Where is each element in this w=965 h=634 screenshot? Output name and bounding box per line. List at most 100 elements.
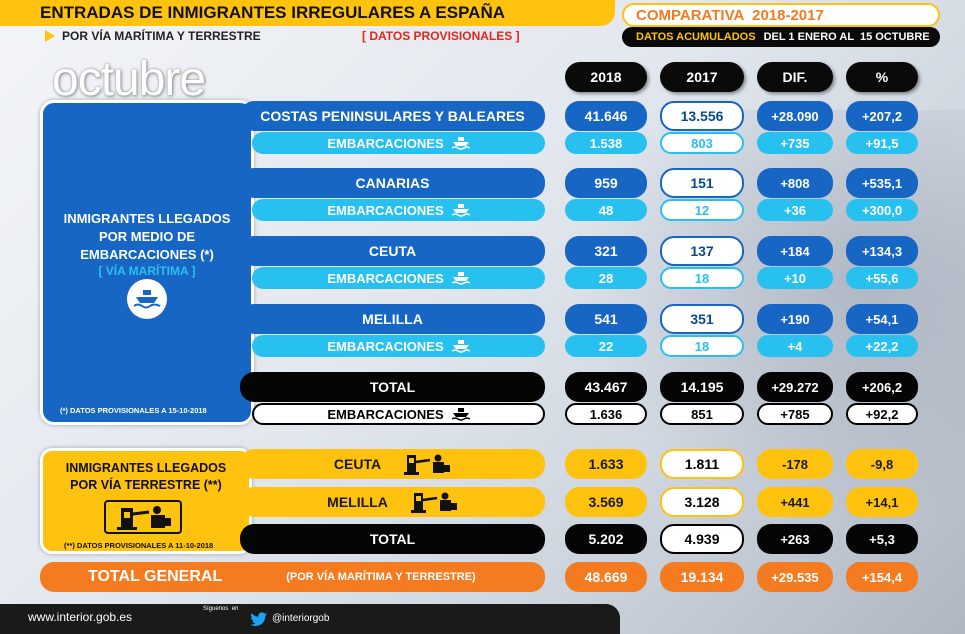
ceuta-dif: +184 — [757, 236, 833, 266]
month-label: octubre — [52, 53, 206, 106]
ceuta-t-2017: 1.811 — [660, 449, 744, 479]
ceuta-t-2018: 1.633 — [565, 449, 647, 479]
footer-follow: Síguenos en — [203, 606, 239, 612]
col-dif: DIF. — [757, 62, 833, 92]
total-mar-pct: +206,2 — [846, 372, 918, 402]
ceuta-t-label: CEUTA — [333, 456, 382, 472]
total-t-2018: 5.202 — [565, 524, 647, 554]
melilla-label: MELILLA — [362, 311, 423, 327]
melilla-emb-dif: +4 — [757, 335, 833, 357]
melilla-emb-pct: +22,2 — [846, 335, 918, 357]
row-label-melilla: MELILLA — [240, 304, 545, 334]
canarias-emb-label: EMBARCACIONES — [327, 202, 444, 218]
melilla-2017: 351 — [660, 304, 744, 334]
melilla-pct: +54,1 — [846, 304, 918, 334]
costas-label: COSTAS PENINSULARES Y BALEARES — [260, 108, 525, 124]
title-bar — [0, 0, 615, 26]
ceuta-emb-2018: 28 — [565, 267, 647, 289]
total-mar-2017: 14.195 — [660, 372, 744, 402]
canarias-2018: 959 — [565, 168, 647, 198]
border-crossing-icon — [404, 454, 451, 475]
general-dif: +29.535 — [757, 562, 833, 592]
total-mar-emb-2017: 851 — [660, 403, 744, 425]
ceuta-2018: 321 — [565, 236, 647, 266]
costas-emb-2018: 1.538 — [565, 132, 647, 154]
border-crossing-icon — [104, 500, 182, 534]
canarias-emb-pct: +300,0 — [846, 199, 918, 221]
boat-icon — [451, 340, 470, 353]
maritime-panel — [40, 100, 254, 425]
land-note: (**) DATOS PROVISIONALES A 11-10-2018 — [64, 541, 214, 550]
total-t-pct: +5,3 — [846, 524, 918, 554]
page-title: ENTRADAS DE INMIGRANTES IRREGULARES A ES… — [40, 3, 506, 22]
total-mar-emb-label: EMBARCACIONES — [327, 406, 444, 422]
ceuta-emb-pct: +55,6 — [846, 267, 918, 289]
canarias-dif: +808 — [757, 168, 833, 198]
melilla-2018: 541 — [565, 304, 647, 334]
footer-handle[interactable]: @interiorgob — [272, 613, 330, 624]
boat-icon — [451, 204, 470, 217]
maritime-title: INMIGRANTES LLEGADOS POR MEDIO DE EMBARC… — [63, 211, 231, 262]
comparativa-label: COMPARATIVA 2018-2017 — [636, 6, 824, 24]
canarias-pct: +535,1 — [846, 168, 918, 198]
total-mar-emb-pct: +92,2 — [846, 403, 918, 425]
total-mar-emb-dif: +785 — [757, 403, 833, 425]
ceuta-t-pct: -9,8 — [846, 449, 918, 479]
total-mar-label: TOTAL — [369, 379, 416, 395]
general-pct: +154,4 — [846, 562, 918, 592]
boat-icon — [451, 272, 470, 285]
general-2017: 19.134 — [660, 562, 744, 592]
acumulados-label: DATOS ACUMULADOS — [636, 31, 756, 43]
row-label-ceuta-emb: EMBARCACIONES — [252, 267, 545, 289]
row-label-ceuta: CEUTA — [240, 236, 545, 266]
melilla-t-dif: +441 — [757, 487, 833, 517]
row-label-canarias: CANARIAS — [240, 168, 545, 198]
row-label-costas-emb: EMBARCACIONES — [252, 132, 545, 154]
row-label-total-mar: TOTAL — [240, 372, 545, 402]
melilla-emb-label: EMBARCACIONES — [327, 338, 444, 354]
col-2017: 2017 — [660, 62, 744, 92]
ceuta-t-dif: -178 — [757, 449, 833, 479]
canarias-label: CANARIAS — [355, 175, 430, 191]
comparativa-box: COMPARATIVA 2018-2017 — [622, 3, 940, 27]
ceuta-label: CEUTA — [368, 243, 417, 259]
land-title: INMIGRANTES LLEGADOS POR VÍA TERRESTRE (… — [65, 461, 227, 492]
footer-site[interactable]: www.interior.gob.es — [28, 610, 133, 624]
boat-icon — [127, 279, 167, 319]
row-label-melilla-t: MELILLA — [240, 487, 545, 517]
col-pct: % — [846, 62, 918, 92]
ceuta-2017: 137 — [660, 236, 744, 266]
total-t-2017: 4.939 — [660, 524, 744, 554]
total-mar-2018: 43.467 — [565, 372, 647, 402]
costas-2017: 13.556 — [660, 101, 744, 131]
play-icon — [45, 30, 55, 42]
costas-pct: +207,2 — [846, 101, 918, 131]
ceuta-emb-dif: +10 — [757, 267, 833, 289]
total-mar-dif: +29.272 — [757, 372, 833, 402]
ceuta-pct: +134,3 — [846, 236, 918, 266]
costas-emb-2017: 803 — [660, 132, 744, 154]
twitter-icon[interactable] — [250, 611, 268, 627]
row-label-total-mar-emb: EMBARCACIONES — [252, 403, 545, 425]
melilla-t-2017: 3.128 — [660, 487, 744, 517]
row-label-costas: COSTAS PENINSULARES Y BALEARES — [240, 101, 545, 131]
canarias-emb-2018: 48 — [565, 199, 647, 221]
costas-emb-label: EMBARCACIONES — [327, 135, 444, 151]
general-label: TOTAL GENERAL — [88, 568, 223, 585]
melilla-t-label: MELILLA — [327, 494, 388, 510]
canarias-emb-dif: +36 — [757, 199, 833, 221]
general-sub: (POR VÍA MARÍTIMA Y TERRESTRE) — [286, 571, 476, 583]
boat-icon — [451, 408, 470, 421]
maritime-note: (*) DATOS PROVISIONALES A 15-10-2018 — [60, 406, 207, 415]
ceuta-emb-2017: 18 — [660, 267, 744, 289]
row-label-melilla-emb: EMBARCACIONES — [252, 335, 545, 357]
row-label-total-t: TOTAL — [240, 524, 545, 554]
boat-icon — [451, 137, 470, 150]
costas-dif: +28.090 — [757, 101, 833, 131]
melilla-t-2018: 3.569 — [565, 487, 647, 517]
total-t-dif: +263 — [757, 524, 833, 554]
costas-2018: 41.646 — [565, 101, 647, 131]
maritime-sub: [ VÍA MARÍTIMA ] — [98, 264, 196, 278]
border-crossing-icon — [410, 492, 457, 513]
subtitle: POR VÍA MARÍTIMA Y TERRESTRE — [62, 29, 261, 43]
